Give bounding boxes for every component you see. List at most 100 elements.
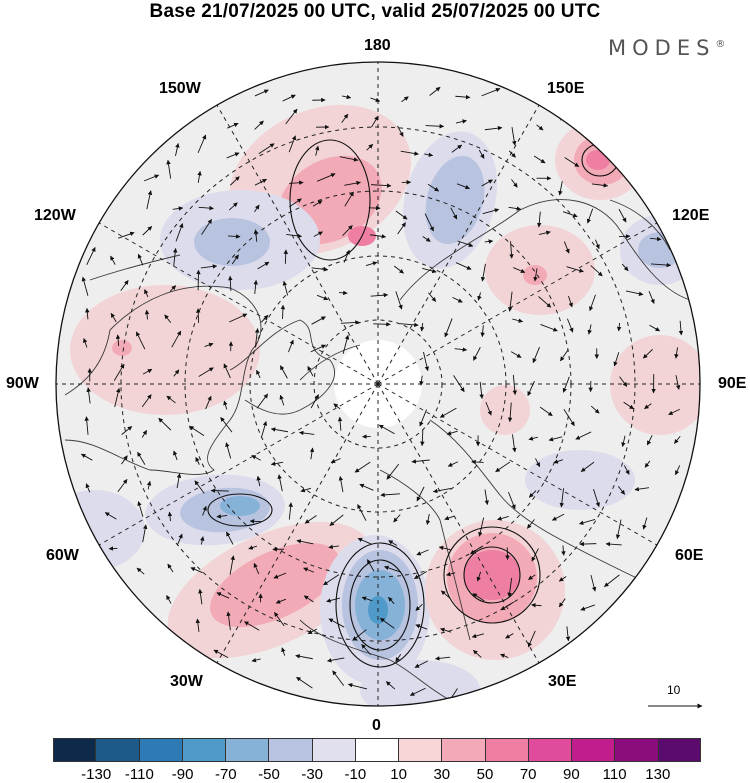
wind-vector [256,475,261,487]
wind-vector [558,181,563,196]
wind-vector [340,320,360,325]
lon-label-180: 180 [364,37,391,54]
wind-vector [373,322,391,327]
meridian-line [216,104,379,385]
wind-vector [84,416,89,435]
wind-vector [384,565,402,573]
wind-vector [424,213,434,232]
wind-vector [568,295,573,308]
wind-vector [253,562,260,575]
wind-vector [621,435,626,448]
meridian-line [98,383,379,546]
wind-vector [146,480,152,490]
wind-vector [423,351,430,372]
map-border [55,61,701,707]
wind-vector [526,519,535,529]
wind-vector [562,211,578,218]
wind-vector [213,649,229,659]
wind-vector [619,376,628,387]
wind-vector [307,628,318,635]
colorbar-tick-label: 130 [645,766,671,783]
wind-vector [118,231,135,239]
wind-vector [419,375,424,386]
wind-vector [425,513,431,525]
wind-vector [649,324,661,332]
wind-vector [328,544,339,550]
wind-vector [146,190,153,210]
wind-vector [385,681,396,690]
wind-vector [634,486,649,492]
wind-vector [415,624,428,630]
wind-vector [167,511,173,522]
wind-vector [216,592,230,599]
wind-vector [310,344,327,353]
wind-vector [605,541,622,547]
wind-vector [455,94,471,100]
wind-vector [508,491,516,510]
wind-vector [562,376,570,393]
wind-vector [613,352,620,367]
wind-vector [80,453,93,461]
wind-vector [231,254,239,265]
wind-vector [455,262,472,270]
wind-vector [197,170,202,183]
wind-vector [311,267,329,272]
wind-vector [471,459,484,465]
wind-vector [113,363,125,381]
wind-vector [114,387,121,408]
colorbar-swatch [399,738,443,762]
wind-vector [310,394,319,409]
reference-vector-label: 10 [667,683,681,697]
wind-vector [357,504,367,521]
lon-label-30w: 30W [170,673,203,690]
colorbar-tick-label: -10 [344,766,367,783]
wind-vector [110,255,116,265]
wind-vector [478,517,485,537]
wind-vector [226,531,234,545]
wind-vector [595,239,600,250]
wind-vector [142,226,153,236]
wind-vector [388,540,398,546]
anomaly-blob [523,265,547,285]
wind-vector [484,125,503,131]
wind-vector [648,291,655,304]
wind-vector [341,113,349,123]
wind-vector [136,567,145,575]
wind-vector [674,435,681,444]
wind-vector [527,380,535,397]
wind-vector [339,156,359,162]
wind-vector [299,430,315,436]
wind-vector [561,545,566,556]
wind-vector [579,541,597,547]
wind-vector [172,206,184,211]
wind-vector [361,596,373,602]
wind-vector [395,291,403,310]
wind-vector [143,174,160,182]
wind-vector [357,537,372,545]
wind-vector [538,296,552,308]
colorbar-tick-label: -50 [258,766,280,783]
wind-vector [551,513,565,521]
wind-vector [332,670,345,686]
wind-vector [227,122,239,129]
wind-vector [419,323,425,332]
wind-vector [590,265,603,277]
wind-vector [85,483,91,493]
wind-vector [167,563,174,573]
wind-vector [395,653,402,662]
wind-vector [296,676,313,689]
wind-vector [540,323,558,332]
wind-vector [121,455,128,465]
anomaly-blob [70,285,260,415]
wind-vector [649,236,662,242]
colorbar-swatch [658,738,701,762]
wind-vector [533,268,538,282]
wind-contour [463,546,521,604]
wind-vector [446,430,458,436]
wind-vector [413,571,428,580]
colorbar-tick-label: -110 [124,766,154,783]
wind-vector [411,459,430,464]
wind-vector [142,524,148,543]
wind-vector [472,593,485,602]
wind-vector [580,461,595,472]
